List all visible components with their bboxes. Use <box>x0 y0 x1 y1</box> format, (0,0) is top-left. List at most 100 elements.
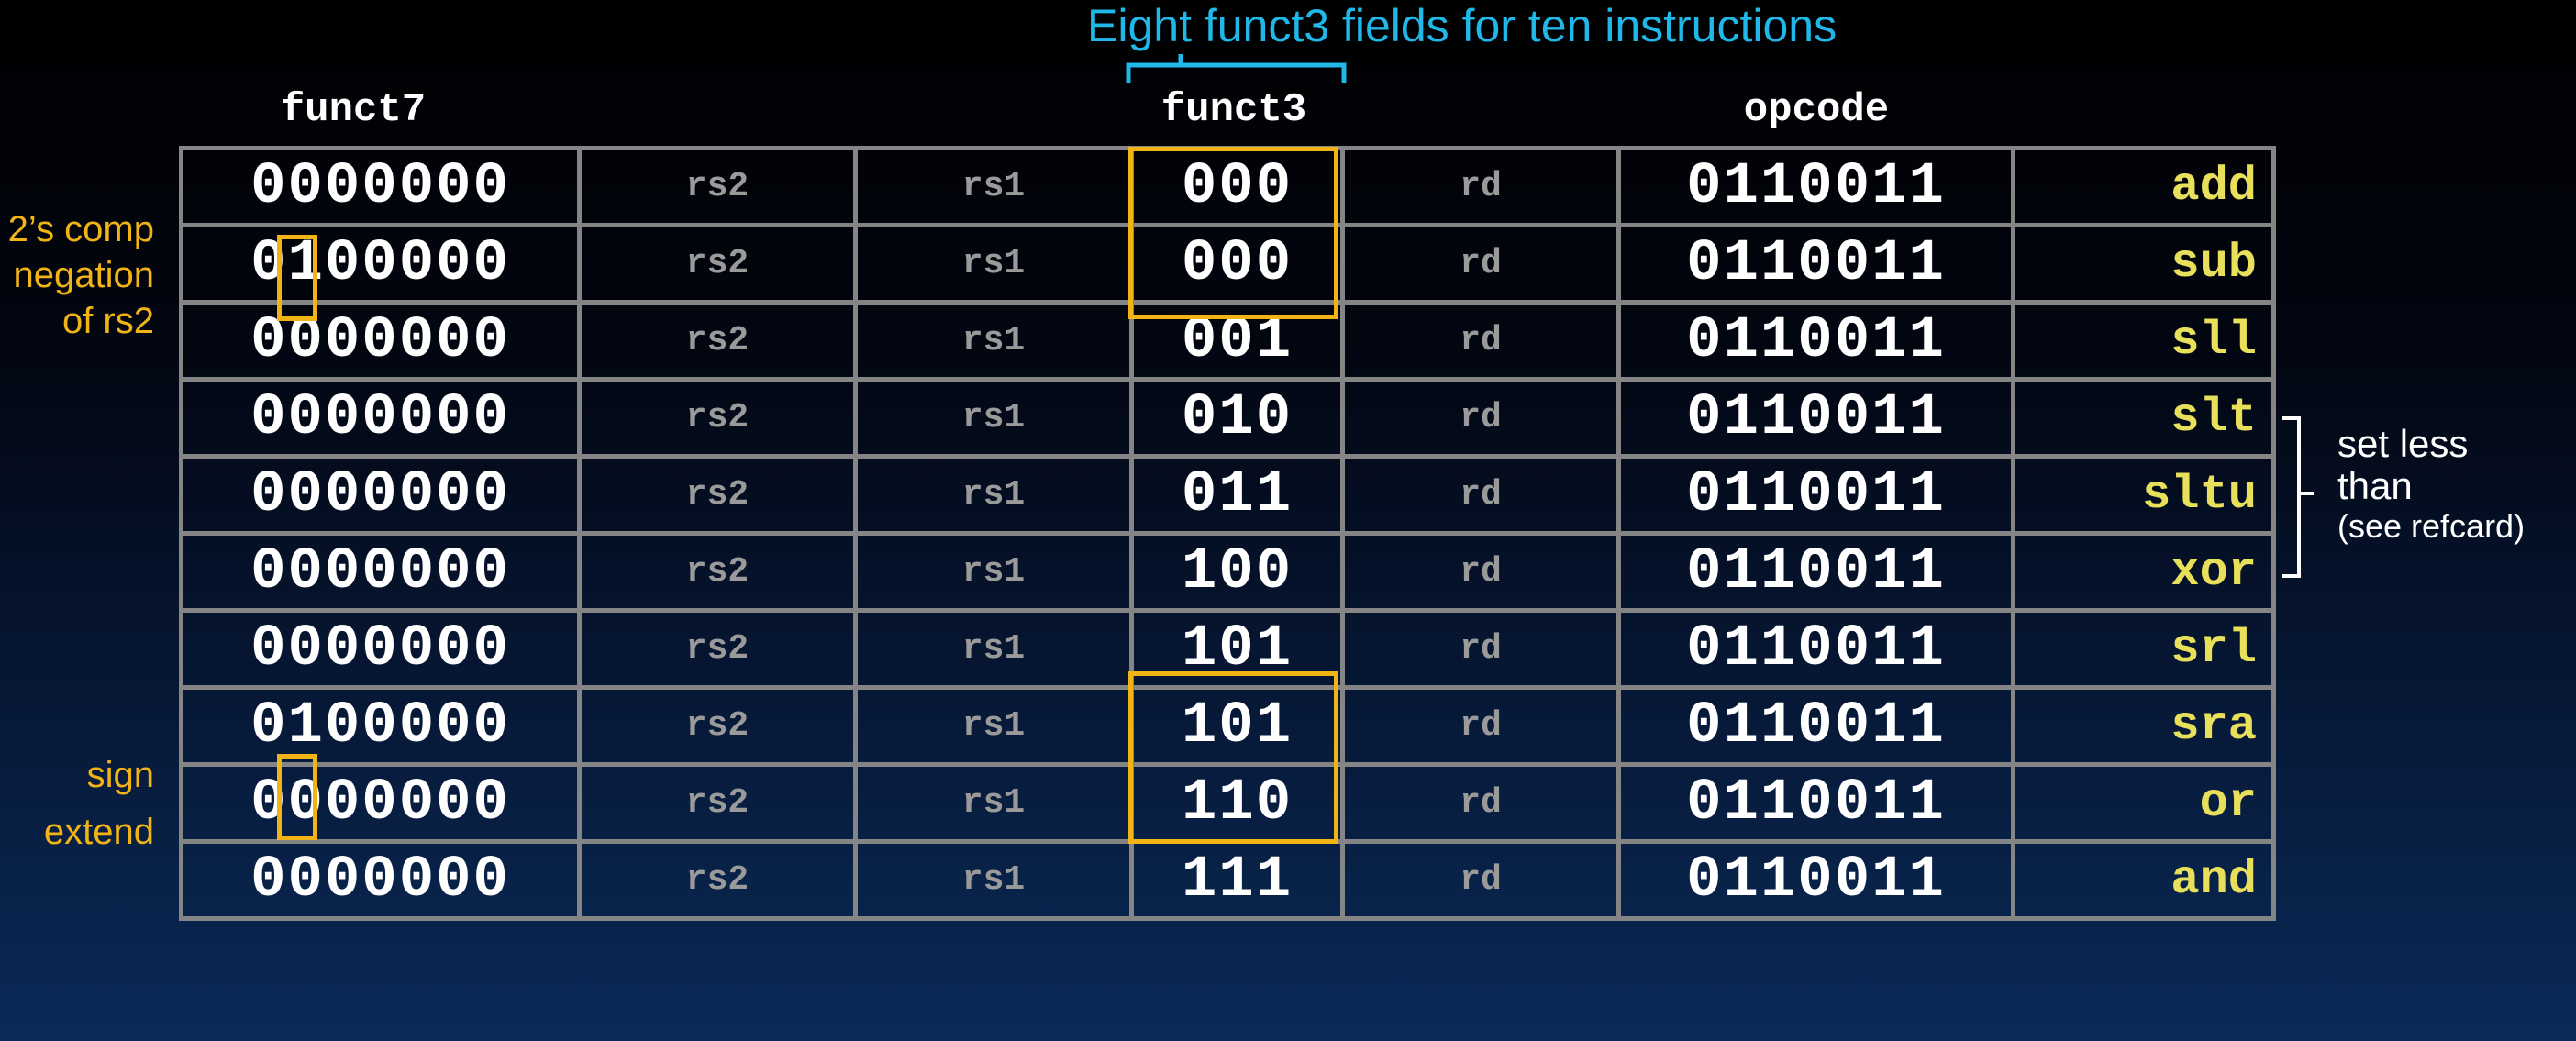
note-sign-extend-line1: sign <box>86 755 154 795</box>
instruction-name-cell: sltu <box>2011 454 2276 536</box>
funct7-cell: 0000000 <box>179 839 582 921</box>
note-set-less-than-line3: (see refcard) <box>2337 507 2526 545</box>
rs2-cell: rs2 <box>577 531 858 613</box>
diagram-caption: Eight funct3 fields for ten instructions <box>1087 0 1838 51</box>
opcode-cell: 0110011 <box>1616 223 2015 305</box>
note-twos-comp-line1: 2’s comp <box>7 209 154 249</box>
note-sign-extend: sign extend <box>0 747 154 860</box>
rs1-cell: rs1 <box>853 762 1134 844</box>
opcode-cell: 0110011 <box>1616 608 2015 690</box>
funct3-cell: 110 <box>1129 762 1345 844</box>
note-set-less-than-line1: set less <box>2337 422 2469 465</box>
rd-cell: rd <box>1340 300 1621 382</box>
rd-cell: rd <box>1340 223 1621 305</box>
funct7-cell: 0000000 <box>179 300 582 382</box>
opcode-cell: 0110011 <box>1616 146 2015 227</box>
note-twos-comp: 2’s comp negation of rs2 <box>0 206 154 344</box>
rs1-cell: rs1 <box>853 839 1134 921</box>
funct3-highlight-srl-sra <box>1128 671 1338 844</box>
rd-cell: rd <box>1340 762 1621 844</box>
caption-bracket <box>1126 54 1347 83</box>
instruction-name-cell: add <box>2011 146 2276 227</box>
rs1-cell: rs1 <box>853 608 1134 690</box>
funct7-cell: 0000000 <box>179 608 582 690</box>
rs2-cell: rs2 <box>577 377 858 459</box>
funct3-cell: 011 <box>1129 454 1345 536</box>
rs2-cell: rs2 <box>577 300 858 382</box>
funct3-cell: 101 <box>1129 685 1345 767</box>
opcode-cell: 0110011 <box>1616 839 2015 921</box>
instruction-name-cell: sll <box>2011 300 2276 382</box>
funct7-cell: 0000000 <box>179 531 582 613</box>
instruction-name-cell: sub <box>2011 223 2276 305</box>
header-opcode: opcode <box>1743 87 1890 133</box>
rd-cell: rd <box>1340 146 1621 227</box>
instruction-name-cell: and <box>2011 839 2276 921</box>
note-set-less-than-line2: than <box>2337 464 2413 507</box>
rs2-cell: rs2 <box>577 223 858 305</box>
funct7-cell: 0000000 <box>179 146 582 227</box>
funct3-cell: 000 <box>1129 146 1345 227</box>
note-set-less-than: set less than (see refcard) <box>2337 422 2576 547</box>
opcode-cell: 0110011 <box>1616 531 2015 613</box>
rd-cell: rd <box>1340 685 1621 767</box>
funct7-cell: 0000000 <box>179 762 582 844</box>
funct3-cell: 111 <box>1129 839 1345 921</box>
set-less-than-bracket <box>2282 416 2314 578</box>
funct3-cell: 101 <box>1129 608 1345 690</box>
opcode-cell: 0110011 <box>1616 300 2015 382</box>
rs1-cell: rs1 <box>853 300 1134 382</box>
rs1-cell: rs1 <box>853 531 1134 613</box>
opcode-cell: 0110011 <box>1616 377 2015 459</box>
rs1-cell: rs1 <box>853 377 1134 459</box>
funct7-bit-highlight-sra <box>277 754 317 840</box>
rs1-cell: rs1 <box>853 454 1134 536</box>
rd-cell: rd <box>1340 377 1621 459</box>
rd-cell: rd <box>1340 608 1621 690</box>
rs1-cell: rs1 <box>853 146 1134 227</box>
instruction-name-cell: xor <box>2011 531 2276 613</box>
rd-cell: rd <box>1340 531 1621 613</box>
rs2-cell: rs2 <box>577 608 858 690</box>
funct3-cell: 000 <box>1129 223 1345 305</box>
instruction-name-cell: sra <box>2011 685 2276 767</box>
header-funct7: funct7 <box>280 87 427 133</box>
rs1-cell: rs1 <box>853 685 1134 767</box>
funct3-highlight-add-sub <box>1128 147 1338 319</box>
funct3-cell: 100 <box>1129 531 1345 613</box>
funct7-cell: 0000000 <box>179 454 582 536</box>
rs1-cell: rs1 <box>853 223 1134 305</box>
funct3-cell: 010 <box>1129 377 1345 459</box>
rs2-cell: rs2 <box>577 454 858 536</box>
instruction-name-cell: srl <box>2011 608 2276 690</box>
rs2-cell: rs2 <box>577 146 858 227</box>
opcode-cell: 0110011 <box>1616 685 2015 767</box>
funct7-bit-highlight-sub <box>277 235 317 321</box>
note-twos-comp-line3: of rs2 <box>61 301 154 341</box>
rd-cell: rd <box>1340 839 1621 921</box>
opcode-cell: 0110011 <box>1616 762 2015 844</box>
funct7-cell: 0100000 <box>179 223 582 305</box>
instruction-name-cell: slt <box>2011 377 2276 459</box>
funct7-cell: 0000000 <box>179 377 582 459</box>
header-funct3: funct3 <box>1160 87 1307 133</box>
funct7-cell: 0100000 <box>179 685 582 767</box>
instruction-name-cell: or <box>2011 762 2276 844</box>
rs2-cell: rs2 <box>577 762 858 844</box>
note-twos-comp-line2: negation <box>13 255 154 295</box>
note-sign-extend-line2: extend <box>43 812 154 852</box>
rs2-cell: rs2 <box>577 839 858 921</box>
opcode-cell: 0110011 <box>1616 454 2015 536</box>
